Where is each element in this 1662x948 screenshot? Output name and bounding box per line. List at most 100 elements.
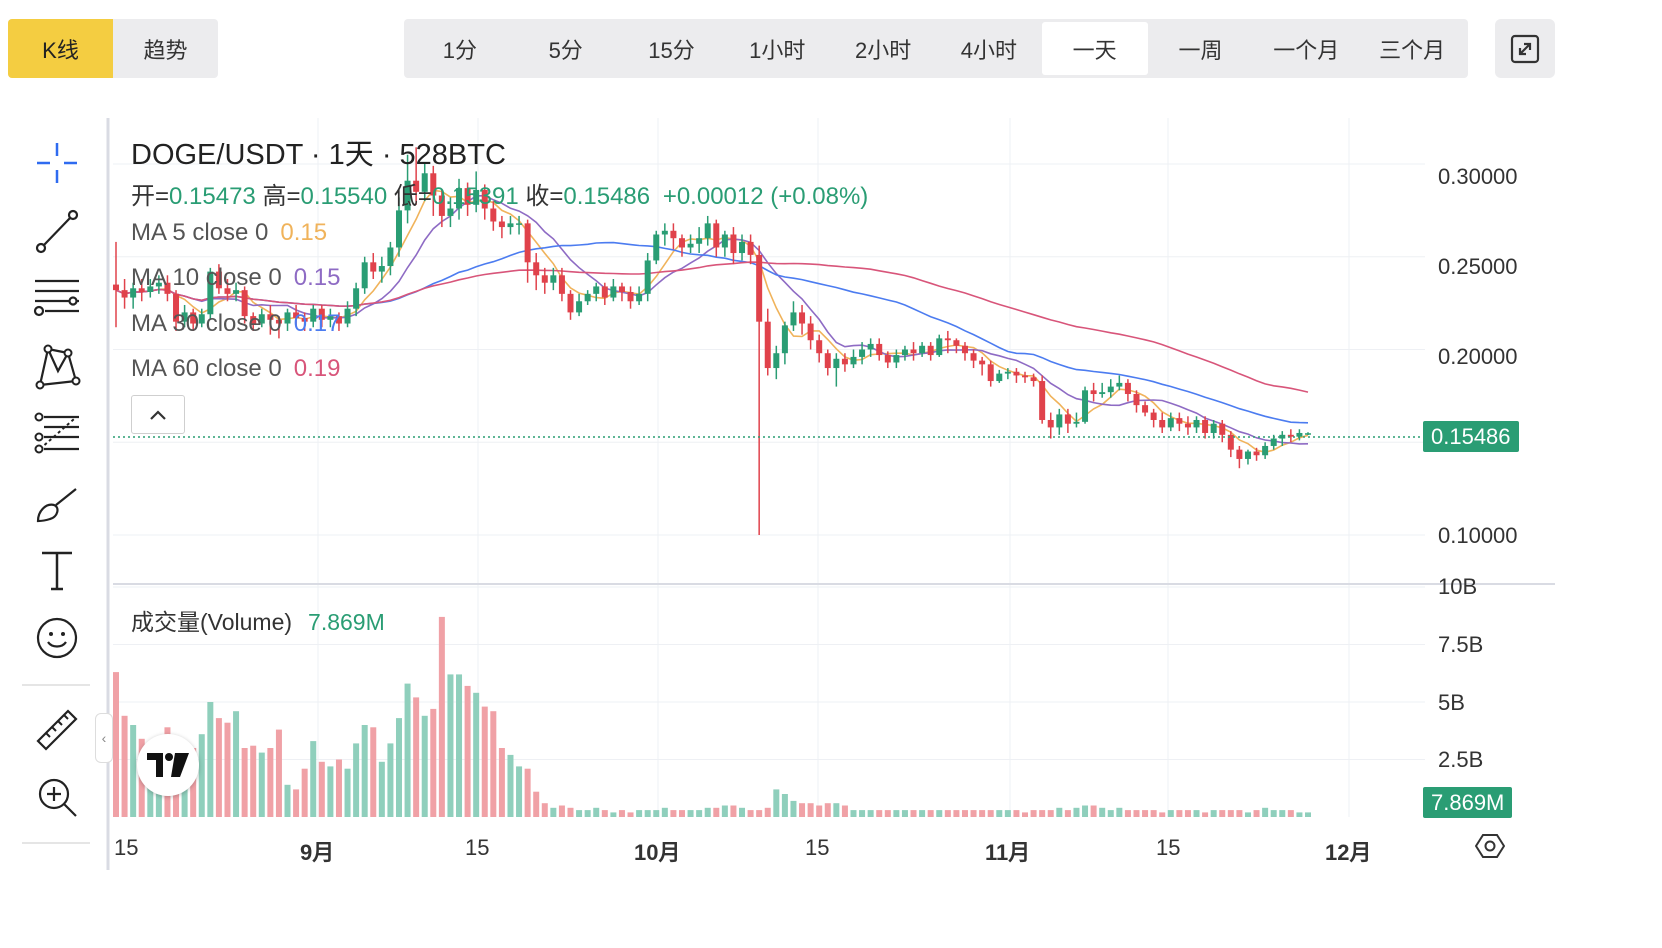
close-label: 收= [525, 183, 564, 210]
volume-bar [353, 743, 360, 817]
volume-bar [1047, 810, 1054, 817]
candle-body [181, 312, 188, 322]
volume-bar [1296, 812, 1303, 817]
ma10-legend[interactable]: MA 10 close 0 0.15 [131, 264, 340, 292]
interval-2h[interactable]: 2小时 [854, 37, 912, 63]
volume-bar [1022, 812, 1029, 817]
candle-body [361, 262, 368, 289]
volume-bar [944, 810, 951, 817]
trend-tab[interactable]: 趋势 [143, 37, 188, 63]
candle-body [430, 173, 437, 196]
change-value: +0.00012 (+0.08%) [662, 183, 869, 210]
text-tool[interactable] [27, 542, 87, 598]
ma10-label: MA 10 close 0 [131, 264, 282, 291]
ma30-legend[interactable]: MA 30 close 0 0.17 [131, 310, 340, 338]
interval-1mo[interactable]: 一个月 [1273, 37, 1340, 63]
chart-settings-button[interactable] [1472, 828, 1508, 864]
zoom-in-icon [38, 778, 77, 817]
kline-tab[interactable]: K线 [8, 19, 113, 78]
candle-body [1099, 392, 1106, 395]
volume-bar [215, 718, 222, 817]
volume-value: 7.869M [308, 609, 385, 635]
time-tick: 15 [114, 835, 139, 860]
volume-bar [207, 702, 214, 817]
candle-body [1039, 381, 1046, 420]
volume-bar [833, 803, 840, 817]
trend-line-tool[interactable] [27, 203, 87, 259]
time-tick: 15 [1156, 835, 1181, 860]
volume-bar [1210, 810, 1217, 817]
interval-1m[interactable]: 1分 [442, 37, 478, 63]
ma5-legend[interactable]: MA 5 close 0 0.15 [131, 219, 327, 247]
candle-body [1124, 382, 1131, 395]
candle-body [704, 223, 711, 239]
candle-body [576, 301, 583, 313]
brush-tool[interactable] [27, 474, 87, 530]
candle-body [1073, 421, 1080, 424]
tradingview-logo[interactable] [137, 734, 199, 796]
settings-hex-icon [1475, 834, 1505, 858]
candle-body [1270, 438, 1277, 446]
volume-bar [293, 789, 300, 817]
volume-bar [584, 810, 591, 817]
volume-bar [884, 810, 891, 817]
candle-body [293, 312, 300, 318]
interval-1w[interactable]: 一周 [1178, 37, 1223, 63]
volume-bar [558, 805, 565, 817]
volume-bar [910, 810, 917, 817]
crosshair-tool[interactable] [27, 135, 87, 191]
interval-1d[interactable]: 一天 [1041, 22, 1148, 75]
candle-body [190, 312, 197, 324]
candle-body [155, 282, 162, 287]
candle-body [533, 262, 540, 276]
interval-3mo[interactable]: 三个月 [1379, 37, 1446, 63]
volume-bar [636, 810, 643, 817]
volume-bar [1176, 810, 1183, 817]
interval-5m[interactable]: 5分 [548, 37, 583, 63]
candle-body [756, 254, 763, 322]
price-tick: 0.20000 [1438, 344, 1518, 369]
volume-bar [764, 807, 771, 817]
candle-body [490, 208, 497, 222]
high-label: 高= [262, 183, 301, 210]
ruler-tool[interactable] [27, 702, 87, 758]
expand-icon [1510, 34, 1540, 63]
low-value: 0.15391 [431, 183, 519, 210]
toolbar-collapse-handle[interactable]: ‹ [95, 713, 113, 763]
volume-bar [824, 803, 831, 817]
volume-bar [404, 683, 411, 817]
volume-bar [1150, 810, 1157, 817]
candle-body [1253, 451, 1260, 456]
price-tick: 0.10000 [1438, 523, 1518, 548]
time-tick: 12月 [1325, 840, 1372, 865]
volume-bar [241, 748, 248, 817]
volume-bar [730, 805, 737, 817]
ma60-legend[interactable]: MA 60 close 0 0.19 [131, 355, 340, 383]
candle-body [215, 271, 222, 289]
interval-1h[interactable]: 1小时 [749, 37, 806, 63]
legend-collapse-button[interactable] [131, 395, 185, 434]
volume-bar [601, 810, 608, 817]
candle-body [558, 275, 565, 294]
volume-bar [456, 674, 463, 817]
time-tick: 11月 [985, 840, 1031, 865]
fib-tool[interactable] [27, 406, 87, 462]
volume-bar [258, 752, 265, 817]
volume-bar [859, 810, 866, 817]
interval-selector: 1分 5分 15分 1小时 2小时 4小时 一天 一周 一个月 三个月 [404, 19, 1468, 78]
horizontal-lines-tool[interactable] [27, 270, 87, 326]
ma10-value: 0.15 [293, 264, 341, 291]
candle-body [1279, 434, 1286, 439]
fullscreen-button[interactable] [1495, 19, 1555, 78]
candle-body [678, 238, 685, 248]
candle-body [147, 286, 154, 292]
ohlc-row: 开=0.15473 高=0.15540 低=0.15391 收=0.15486 … [131, 176, 868, 211]
interval-4h[interactable]: 4小时 [960, 37, 1017, 63]
emoji-tool[interactable] [27, 610, 87, 666]
interval-15m[interactable]: 15分 [648, 37, 695, 63]
zoom-in-tool[interactable] [27, 769, 87, 825]
pattern-tool[interactable] [27, 338, 87, 394]
candle-body [353, 288, 360, 309]
candle-body [456, 188, 463, 209]
